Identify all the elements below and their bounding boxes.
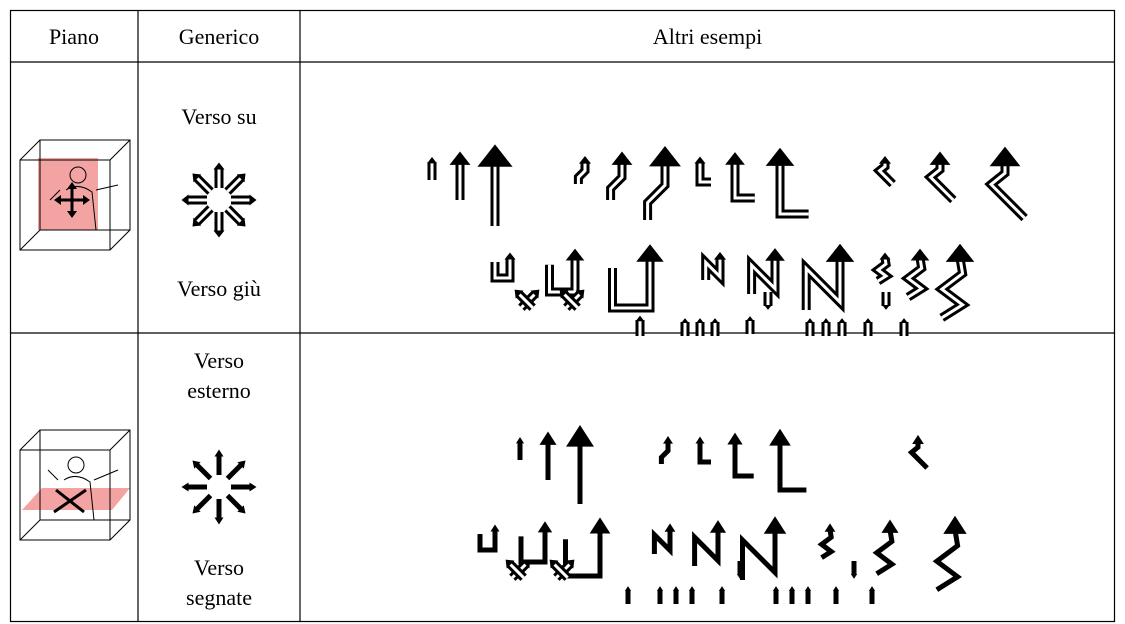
arrow-examples bbox=[480, 425, 967, 604]
arrow-examples bbox=[427, 144, 1025, 336]
generic-label: Verso su bbox=[181, 104, 257, 129]
generic-label: Verso esterno bbox=[187, 348, 251, 403]
column-header: Piano bbox=[48, 24, 100, 49]
table-grid bbox=[9, 9, 1116, 623]
direction-compass bbox=[182, 450, 257, 525]
generic-label: Verso segnate bbox=[186, 555, 252, 610]
cube-icon bbox=[19, 139, 131, 251]
cube-icon bbox=[19, 429, 131, 541]
column-header: Altri esempi bbox=[652, 24, 763, 49]
direction-compass bbox=[182, 163, 257, 238]
column-header: Generico bbox=[178, 24, 260, 49]
generic-label: Verso giù bbox=[177, 276, 261, 301]
